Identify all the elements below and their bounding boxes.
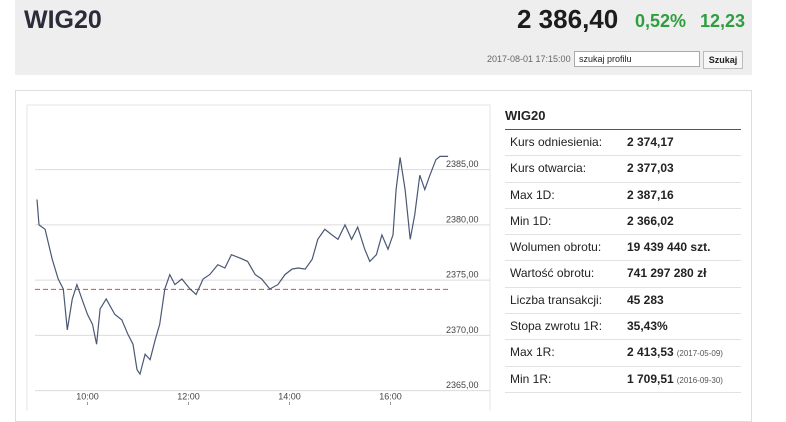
chart: 2365,00 2370,00 2375,00 2380,00 2385,00 10:00… [26, 104, 491, 411]
row-label: Min 1D: [510, 213, 552, 228]
row-value: 2 374,17 [627, 135, 674, 149]
table-row: Max 1R: 2 413,53 (2017-05-09) [505, 340, 741, 367]
y-tick-label: 2385,00 [446, 159, 479, 169]
row-value: 2 366,02 [627, 213, 674, 228]
timestamp: 2017-08-01 17:15:00 [487, 54, 571, 64]
table-row: Wartość obrotu: 741 297 280 zł [505, 261, 741, 288]
table-row: Min 1D: 2 366,02 [505, 209, 741, 236]
row-label: Kurs odniesienia: [510, 135, 603, 149]
x-tick-label: 16:00 [379, 391, 402, 401]
stats-table: WIG20 Kurs odniesienia: 2 374,17 Kurs otwa… [505, 106, 741, 393]
row-label: Stopa zwrotu 1R: [510, 319, 603, 334]
table-row: Stopa zwrotu 1R: 35,43% [505, 314, 741, 341]
y-tick-label: 2380,00 [446, 214, 479, 224]
table-row: Max 1D: 2 387,16 [505, 183, 741, 209]
row-value: 2 387,16 [627, 187, 674, 202]
table-row: Liczba transakcji: 45 283 [505, 288, 741, 315]
index-title: WIG20 [24, 6, 102, 34]
row-value: 35,43% [627, 319, 668, 334]
row-label: Wartość obrotu: [510, 266, 595, 281]
row-value: 2 413,53 (2017-05-09) [627, 345, 723, 360]
x-tick-label: 10:00 [76, 391, 99, 401]
x-tick-label: 14:00 [278, 391, 301, 401]
row-label: Max 1D: [510, 187, 555, 202]
page: WIG20 2 386,40 0,52% 12,23 2017-08-01 17… [15, 0, 752, 422]
row-value: 19 439 440 szt. [627, 240, 711, 255]
table-row: Kurs otwarcia: 2 377,03 [505, 156, 741, 183]
y-tick-label: 2365,00 [446, 380, 479, 390]
table-row: Min 1R: 1 709,51 (2016-09-30) [505, 367, 741, 393]
search-input[interactable]: szukaj profilu [574, 51, 700, 67]
change: 12,23 [700, 11, 746, 31]
chart-frame [26, 104, 491, 411]
y-tick-label: 2370,00 [446, 325, 479, 335]
row-note: (2017-05-09) [676, 349, 723, 359]
price-line [36, 155, 449, 376]
price: 2 386,40 [517, 4, 619, 34]
row-value: 741 297 280 zł [627, 266, 707, 281]
row-label: Wolumen obrotu: [510, 240, 602, 255]
change-percent: 0,52% [635, 11, 687, 31]
row-note: (2016-09-30) [676, 375, 723, 385]
y-tick-label: 2375,00 [446, 270, 479, 280]
row-label: Liczba transakcji: [510, 292, 603, 307]
search-button[interactable]: Szukaj [703, 51, 743, 69]
table-row: Wolumen obrotu: 19 439 440 szt. [505, 235, 741, 262]
table-row: Kurs odniesienia: 2 374,17 [505, 130, 741, 157]
row-label: Kurs otwarcia: [510, 161, 587, 176]
row-value: 45 283 [627, 292, 664, 307]
x-tick-label: 12:00 [177, 391, 200, 401]
row-label: Min 1R: [510, 371, 552, 386]
row-value: 1 709,51 (2016-09-30) [627, 371, 723, 386]
row-value: 2 377,03 [627, 161, 674, 176]
table-title: WIG20 [505, 106, 741, 130]
row-label: Max 1R: [510, 345, 555, 360]
